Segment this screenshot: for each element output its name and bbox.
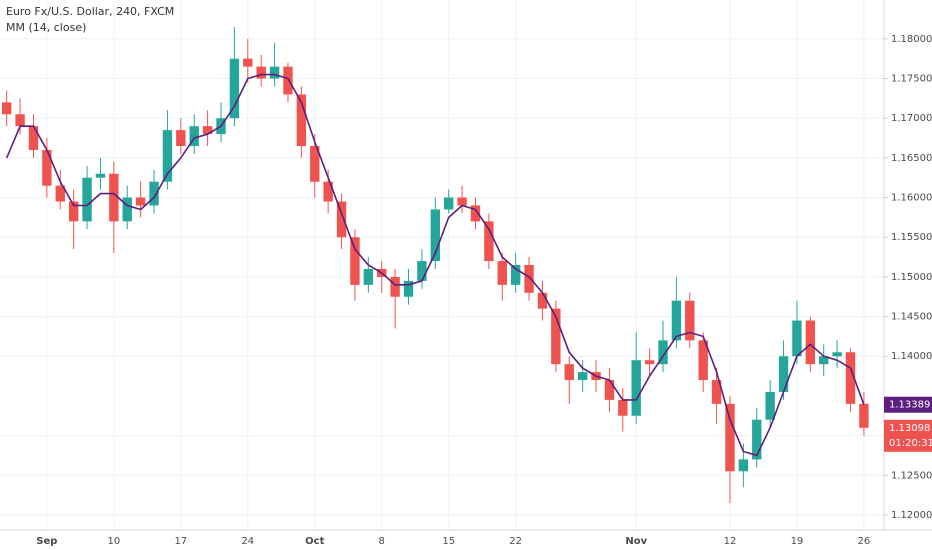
candle-body <box>323 181 333 202</box>
x-tick-label: 22 <box>509 536 522 547</box>
candle-body <box>819 356 829 365</box>
y-tick-label: 1.16500 <box>891 153 932 164</box>
candle-body <box>685 300 695 341</box>
y-tick-label: 1.15500 <box>891 232 932 243</box>
candle-body <box>82 177 92 222</box>
candle-body <box>698 340 708 381</box>
candle-body <box>122 197 132 222</box>
candle-body <box>269 66 280 79</box>
candle-body <box>42 149 52 186</box>
legend-entry: MM (14, close) <box>6 21 86 34</box>
candle-body <box>55 185 65 202</box>
x-tick-label: Sep <box>36 536 57 547</box>
candle-body <box>417 261 427 281</box>
ma-price-label: 1.13389 <box>889 400 930 411</box>
x-tick-label: Oct <box>305 536 324 547</box>
candle-body <box>510 265 521 285</box>
candle-body <box>618 399 628 416</box>
candle-body <box>564 364 574 381</box>
candle-body <box>537 292 548 309</box>
x-tick-label: 8 <box>379 536 385 547</box>
y-tick-label: 1.18000 <box>891 34 932 45</box>
candle-body <box>805 320 816 365</box>
y-tick-label: 1.12500 <box>891 470 932 481</box>
candle-body <box>752 419 762 460</box>
candle-body <box>403 280 414 297</box>
candle-body <box>256 66 266 79</box>
candle-body <box>2 102 12 115</box>
y-tick-label: 1.14500 <box>891 312 932 323</box>
candle-body <box>631 360 641 416</box>
candle-body <box>577 372 588 381</box>
moving-average-line <box>5 73 865 457</box>
candle-body <box>497 261 507 285</box>
candle-body <box>738 459 749 472</box>
last-price-label: 1.13098 <box>889 423 930 434</box>
candle-body <box>243 58 253 67</box>
chart-title: Euro Fx/U.S. Dollar, 240, FXCM <box>6 5 174 18</box>
candle-body <box>792 320 802 357</box>
x-tick-label: 10 <box>107 536 120 547</box>
candle-body <box>95 173 106 178</box>
x-tick-label: 19 <box>791 536 804 547</box>
candle-body <box>189 126 199 146</box>
candle-body <box>162 130 173 182</box>
x-tick-label: 17 <box>174 536 187 547</box>
candle-body <box>202 126 213 135</box>
candle-body <box>430 209 440 262</box>
candle-body <box>644 360 655 365</box>
candle-body <box>484 221 494 262</box>
candle-body <box>658 340 668 365</box>
candle-body <box>859 403 869 428</box>
candle-body <box>283 66 293 95</box>
candle-body <box>711 380 722 404</box>
axes: 1.120001.125001.130001.140001.145001.150… <box>36 34 932 547</box>
candle-body <box>765 391 775 420</box>
y-tick-label: 1.16000 <box>891 193 932 204</box>
x-tick-label: 24 <box>241 536 254 547</box>
candle-body <box>470 205 481 222</box>
candle-body <box>296 94 307 146</box>
candle-body <box>68 201 79 222</box>
candle-body <box>444 197 454 210</box>
candle-body <box>109 173 119 222</box>
candle-body <box>15 114 25 127</box>
candle-body <box>671 300 682 341</box>
candle-body <box>229 58 240 119</box>
x-tick-label: 15 <box>442 536 455 547</box>
y-tick-label: 1.17000 <box>891 113 932 124</box>
countdown-label: 01:20:31 <box>889 438 932 449</box>
y-tick-label: 1.14000 <box>891 351 932 362</box>
y-tick-label: 1.17500 <box>891 74 932 85</box>
x-tick-label: 26 <box>858 536 871 547</box>
candle-body <box>457 197 467 206</box>
candle-body <box>845 352 856 404</box>
candle-body <box>363 268 374 285</box>
candle-body <box>604 380 615 400</box>
ma-price-box <box>884 396 932 413</box>
candle-body <box>778 356 789 392</box>
last-price-box <box>884 419 932 452</box>
candle-body <box>725 403 735 472</box>
plot <box>2 26 869 504</box>
candle-body <box>135 197 146 206</box>
candle-body <box>149 181 159 206</box>
candle-body <box>350 237 360 285</box>
y-tick-label: 1.15000 <box>891 272 932 283</box>
candle-body <box>524 265 534 293</box>
candle-body <box>832 352 842 357</box>
candle-body <box>310 145 320 182</box>
candle-body <box>28 126 39 150</box>
candle-body <box>551 308 561 365</box>
candle-body <box>336 201 347 238</box>
x-tick-label: Nov <box>625 536 647 547</box>
candle-body <box>176 130 186 146</box>
x-tick-label: 12 <box>724 536 737 547</box>
candle-body <box>390 276 400 297</box>
y-tick-label: 1.12000 <box>891 510 932 521</box>
